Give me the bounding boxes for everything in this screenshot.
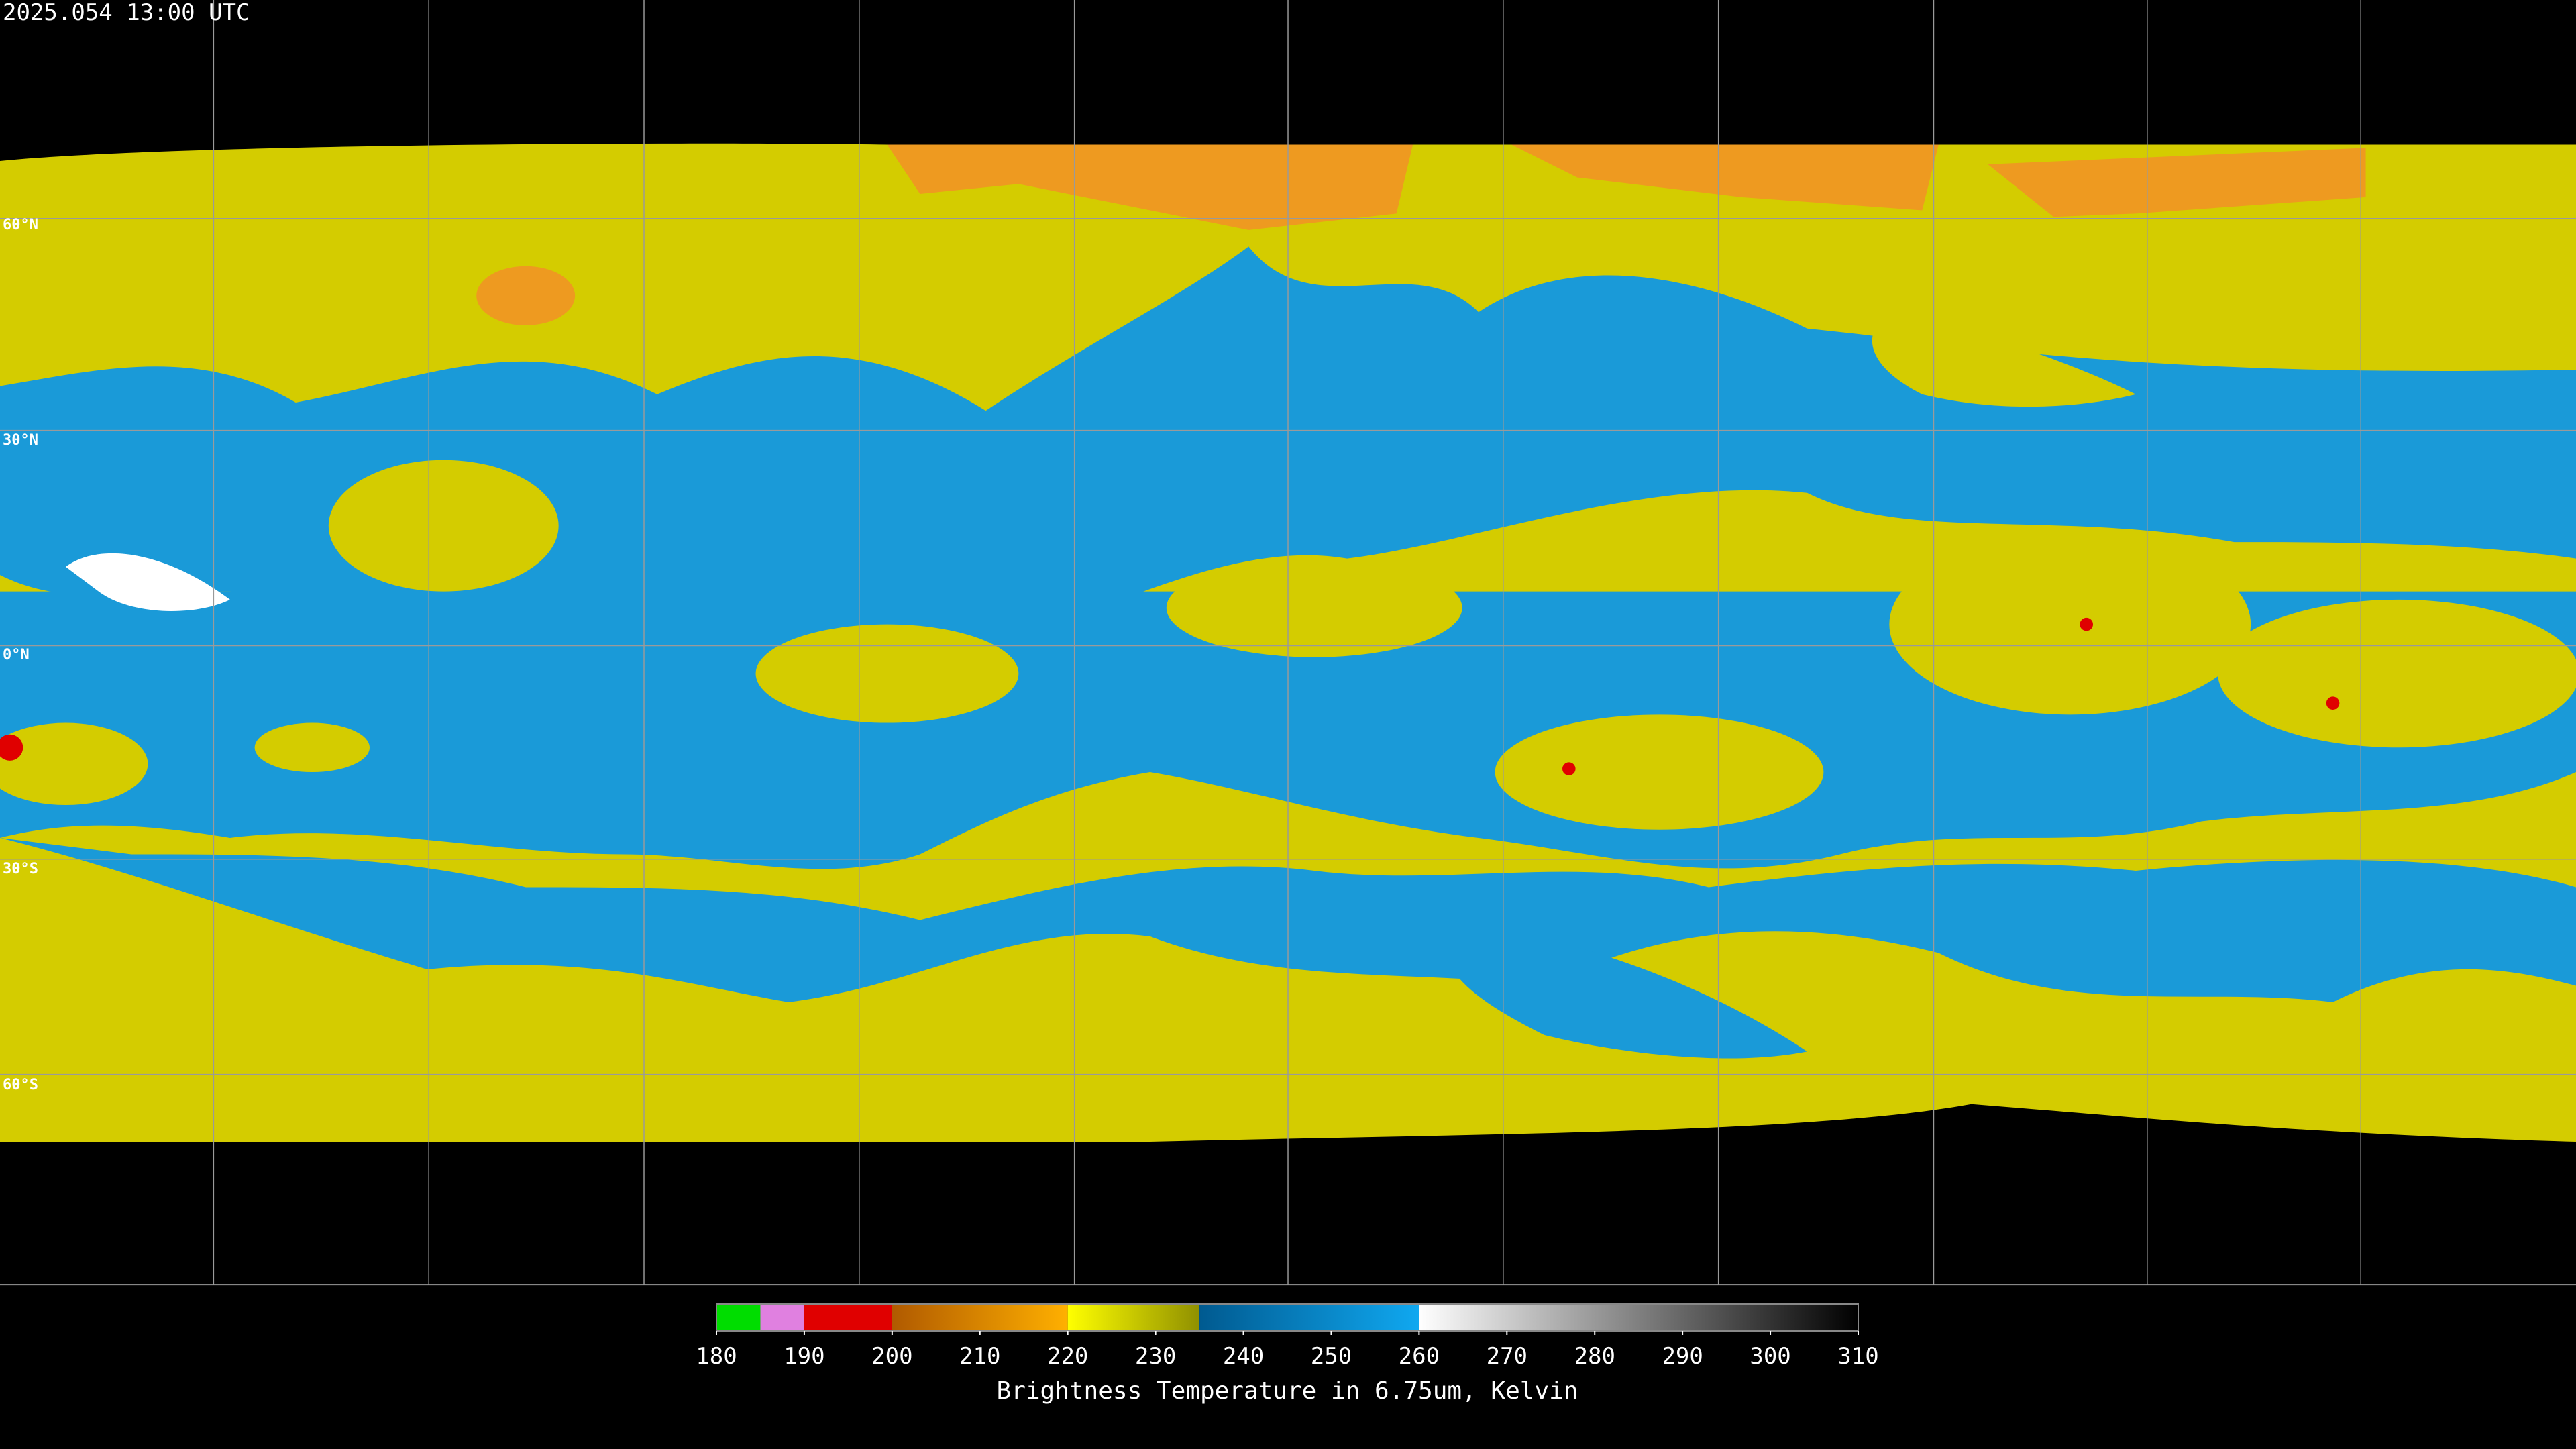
imagery <box>0 0 2576 1286</box>
colorbar-segment <box>892 1304 1068 1331</box>
latitude-label: 0°N <box>3 647 30 663</box>
cold-region <box>1511 144 1939 211</box>
cloud-layer <box>2218 599 2576 748</box>
storm-core <box>2326 696 2340 710</box>
cloud-layer <box>755 624 1019 723</box>
clear-region <box>1442 920 1807 1059</box>
colorbar-tick-label: 300 <box>1750 1343 1790 1370</box>
cloud-layer <box>254 722 370 773</box>
storm-core <box>2080 617 2094 631</box>
cold-region <box>476 266 576 325</box>
colorbar-tick-label: 230 <box>1135 1343 1176 1370</box>
cloud-layer <box>328 460 559 592</box>
latitude-label: 30°S <box>3 861 38 877</box>
colorbar-frame <box>716 1303 1859 1332</box>
storm-core <box>1562 762 1576 775</box>
colorbar-segment <box>1067 1304 1200 1331</box>
colorbar-tick-label: 200 <box>871 1343 912 1370</box>
colorbar-segment <box>760 1304 804 1331</box>
warm-region <box>65 553 230 611</box>
colorbar-tick-label: 240 <box>1223 1343 1264 1370</box>
cloud-layer <box>1166 558 1462 657</box>
colorbar-segment <box>1199 1304 1419 1331</box>
colorbar-tick-label: 310 <box>1837 1343 1878 1370</box>
colorbar-segment <box>804 1304 892 1331</box>
cold-region <box>887 144 1413 230</box>
colorbar-tick-label: 280 <box>1574 1343 1615 1370</box>
graticule <box>0 0 2576 1285</box>
colorbar-tick-label: 180 <box>696 1343 737 1370</box>
latitude-label: 60°N <box>3 217 38 233</box>
cold-region <box>1988 148 2366 217</box>
colorbar-tick-label: 290 <box>1662 1343 1703 1370</box>
latitude-label: 60°S <box>3 1077 38 1093</box>
cloud-layer <box>1872 312 2136 407</box>
colorbar-tick-label: 270 <box>1487 1343 1527 1370</box>
colorbar-segment <box>1419 1304 1858 1331</box>
storm-core <box>0 734 23 761</box>
latitude-label: 30°N <box>3 432 38 449</box>
timestamp: 2025.054 13:00 UTC <box>3 0 250 26</box>
colorbar-tick-label: 190 <box>784 1343 824 1370</box>
colorbar-segment <box>716 1304 761 1331</box>
colorbar-tick-label: 260 <box>1399 1343 1440 1370</box>
colorbar-tick-label: 220 <box>1047 1343 1088 1370</box>
cloud-layer <box>1889 533 2251 715</box>
cloud-layer <box>0 722 148 805</box>
cloud-layer <box>1495 714 1824 830</box>
colorbar-tick-label: 250 <box>1311 1343 1352 1370</box>
colorbar-tick-label: 210 <box>959 1343 1000 1370</box>
colorbar-title: Brightness Temperature in 6.75um, Kelvin <box>997 1377 1578 1405</box>
